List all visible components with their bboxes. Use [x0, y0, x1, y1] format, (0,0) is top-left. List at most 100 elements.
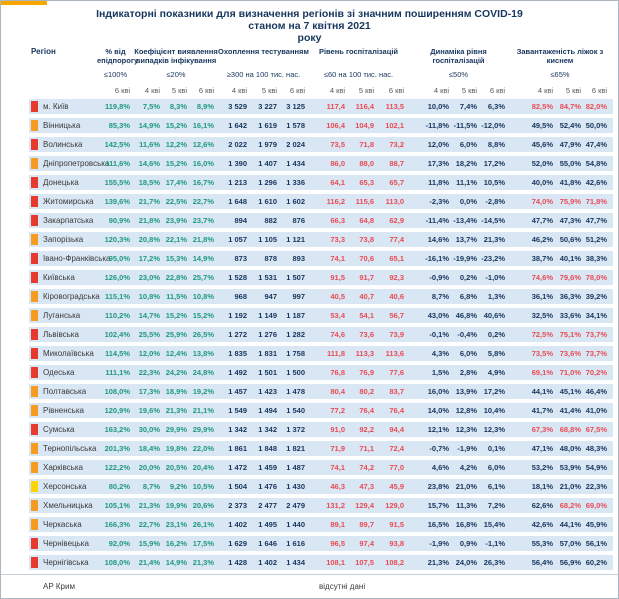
- detect-value: 17,3%: [138, 387, 160, 396]
- report-title-line1: Індикаторні показники для визначення рег…: [96, 8, 523, 20]
- detect-value: 10,5%: [192, 482, 214, 491]
- dynamics-value: 1,5%: [431, 368, 449, 377]
- dynamics-value: 6,0%: [459, 140, 477, 149]
- testing-value: 1 282: [286, 330, 305, 339]
- testing-value: 1 501: [258, 368, 277, 377]
- region-cell: Волинська: [29, 137, 97, 152]
- subcolumn-label: 6 кві: [489, 86, 505, 95]
- testing-value: 1 629: [228, 539, 247, 548]
- region-name: Донецька: [43, 178, 79, 187]
- beds-value: 39,2%: [585, 292, 607, 301]
- dynamics-value: 0,0%: [459, 197, 477, 206]
- region-cell: Житомирська: [29, 194, 97, 209]
- subcolumn-label: 6 кві: [388, 86, 404, 95]
- beds-value: 53,2%: [531, 463, 553, 472]
- report-title-line3: року: [297, 32, 322, 44]
- hosp-value: 70,6: [359, 254, 374, 263]
- report-title: Індикаторні показники для визначення рег…: [1, 8, 618, 44]
- table-row: Чернівецька 92,0% 15,9% 16,2% 17,5% 1 629 1 64…: [29, 536, 613, 551]
- hosp-value: 65,3: [359, 178, 374, 187]
- dynamics-value: 7,2%: [487, 501, 505, 510]
- testing-value: 1 476: [258, 482, 277, 491]
- region-status-marker: [31, 139, 38, 150]
- region-name: Чернігівська: [43, 558, 89, 567]
- table-row: Херсонська 80,2% 8,7% 9,2% 10,5% 1 504 1 476 1 …: [29, 479, 613, 494]
- detect-value: 17,2%: [138, 254, 160, 263]
- detect-value: 8,9%: [196, 102, 214, 111]
- region-name: Херсонська: [43, 482, 87, 491]
- epid-value: 108,0%: [104, 558, 130, 567]
- testing-value: 1 390: [228, 159, 247, 168]
- report-title-line2: станом на 7 квітня 2021: [248, 20, 371, 32]
- epid-value: 201,3%: [104, 444, 130, 453]
- region-name: Чернівецька: [43, 539, 89, 548]
- subcolumn-label: 5 кві: [565, 86, 581, 95]
- testing-value: 1 507: [286, 273, 305, 282]
- region-name: Хмельницька: [43, 501, 93, 510]
- region-cell: Одеська: [29, 365, 97, 380]
- region-status-marker: [31, 253, 38, 264]
- epid-value: 80,2%: [108, 482, 130, 491]
- testing-value: 1 642: [228, 121, 247, 130]
- dynamics-value: 18,2%: [455, 159, 477, 168]
- epid-value: 139,6%: [104, 197, 130, 206]
- region-status-marker: [31, 443, 38, 454]
- hosp-value: 117,4: [326, 102, 345, 111]
- dynamics-value: 15,7%: [427, 501, 449, 510]
- hosp-value: 86,0: [330, 159, 345, 168]
- beds-value: 45,1%: [559, 387, 581, 396]
- hosp-value: 80,4: [330, 387, 345, 396]
- subcolumn-label: 4 кві: [231, 86, 247, 95]
- region-status-marker: [31, 386, 38, 397]
- beds-value: 45,9%: [585, 520, 607, 529]
- beds-value: 46,4%: [585, 387, 607, 396]
- detect-value: 22,0%: [192, 444, 214, 453]
- dynamics-value: 0,2%: [487, 330, 505, 339]
- testing-value: 1 610: [258, 197, 277, 206]
- hosp-value: 40,5: [330, 292, 345, 301]
- dynamics-value: 5,8%: [487, 349, 505, 358]
- detect-value: 22,3%: [138, 368, 160, 377]
- dynamics-value: 4,9%: [487, 368, 505, 377]
- dynamics-value: 8,7%: [431, 292, 449, 301]
- dynamics-value: 17,2%: [483, 159, 505, 168]
- region-status-marker: [31, 329, 38, 340]
- hosp-value: 71,8: [359, 140, 374, 149]
- dynamics-value: 6,1%: [487, 482, 505, 491]
- dynamics-value: -11,5%: [453, 121, 477, 130]
- beds-value: 69,1%: [531, 368, 553, 377]
- epid-value: 120,3%: [104, 235, 130, 244]
- dynamics-value: -2,8%: [485, 197, 505, 206]
- detect-value: 11,6%: [139, 140, 160, 149]
- table-row: Рівненська 120,9% 19,6% 21,3% 21,1% 1 549 1 49…: [29, 403, 613, 418]
- hosp-value: 97,4: [359, 539, 374, 548]
- beds-value: 55,3%: [531, 539, 553, 548]
- hosp-value: 45,9: [389, 482, 404, 491]
- detect-value: 21,1%: [192, 406, 214, 415]
- region-cell: м. Київ: [29, 99, 97, 114]
- hosp-value: 40,6: [389, 292, 404, 301]
- detect-value: 19,6%: [138, 406, 160, 415]
- region-status-marker: [31, 196, 38, 207]
- detect-value: 19,9%: [165, 501, 187, 510]
- detect-value: 22,7%: [138, 520, 160, 529]
- subcolumn-label: 5 кві: [171, 86, 187, 95]
- subcolumn-label: 4 кві: [433, 86, 449, 95]
- column-group-header: Завантаженість ліжок з киснем ≤65%: [509, 47, 611, 79]
- testing-value: 1 848: [258, 444, 277, 453]
- hosp-value: 131,2: [326, 501, 345, 510]
- beds-value: 41,8%: [559, 178, 581, 187]
- table-row: Харківська 122,2% 20,0% 20,5% 20,4% 1 472 1 45…: [29, 460, 613, 475]
- region-status-marker: [31, 310, 38, 321]
- hosp-value: 106,4: [326, 121, 345, 130]
- beds-value: 49,5%: [531, 121, 553, 130]
- hosp-value: 77,0: [389, 463, 404, 472]
- testing-value: 1 121: [286, 235, 305, 244]
- dynamics-value: -13,4%: [453, 216, 477, 225]
- hosp-value: 113,6: [385, 349, 404, 358]
- detect-value: 20,0%: [138, 463, 160, 472]
- detect-value: 10,8%: [192, 292, 214, 301]
- hosp-value: 92,2: [359, 425, 374, 434]
- detect-value: 7,5%: [142, 102, 160, 111]
- table-row: Запорізька 120,3% 20,8% 22,1% 21,8% 1 057 1 10…: [29, 232, 613, 247]
